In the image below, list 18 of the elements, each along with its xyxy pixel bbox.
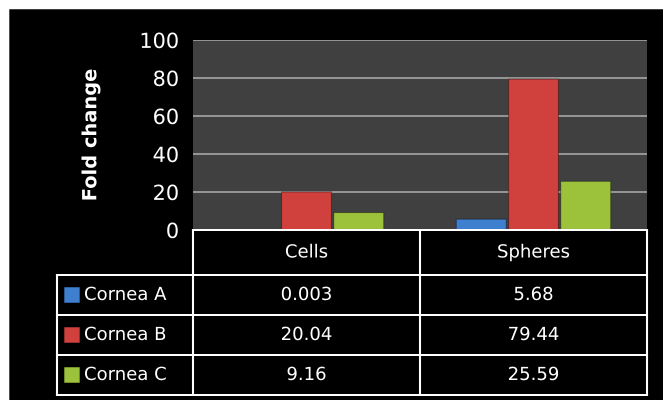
data-label: 79.44	[509, 326, 558, 340]
y-tick-label: 20	[154, 184, 178, 200]
legend-label: Cornea A	[85, 286, 166, 300]
y-tick-label: 100	[142, 32, 178, 48]
x-tick-label: Cells	[286, 244, 328, 258]
legend-label: Cornea B	[85, 326, 166, 340]
y-tick-label: 60	[154, 108, 178, 124]
data-label: 25.59	[508, 366, 558, 380]
y-axis-title: Fold change	[81, 70, 100, 200]
data-label: 0.003	[282, 286, 331, 300]
y-tick-label: 0	[167, 222, 178, 238]
y-tick-label: 80	[154, 70, 178, 86]
data-label: 5.68	[514, 286, 552, 300]
y-tick-label: 40	[154, 146, 178, 162]
data-label: 9.16	[288, 366, 326, 380]
data-label: 20.04	[282, 326, 332, 340]
x-tick-label: Spheres	[498, 244, 570, 262]
legend-label: Cornea C	[85, 366, 166, 380]
